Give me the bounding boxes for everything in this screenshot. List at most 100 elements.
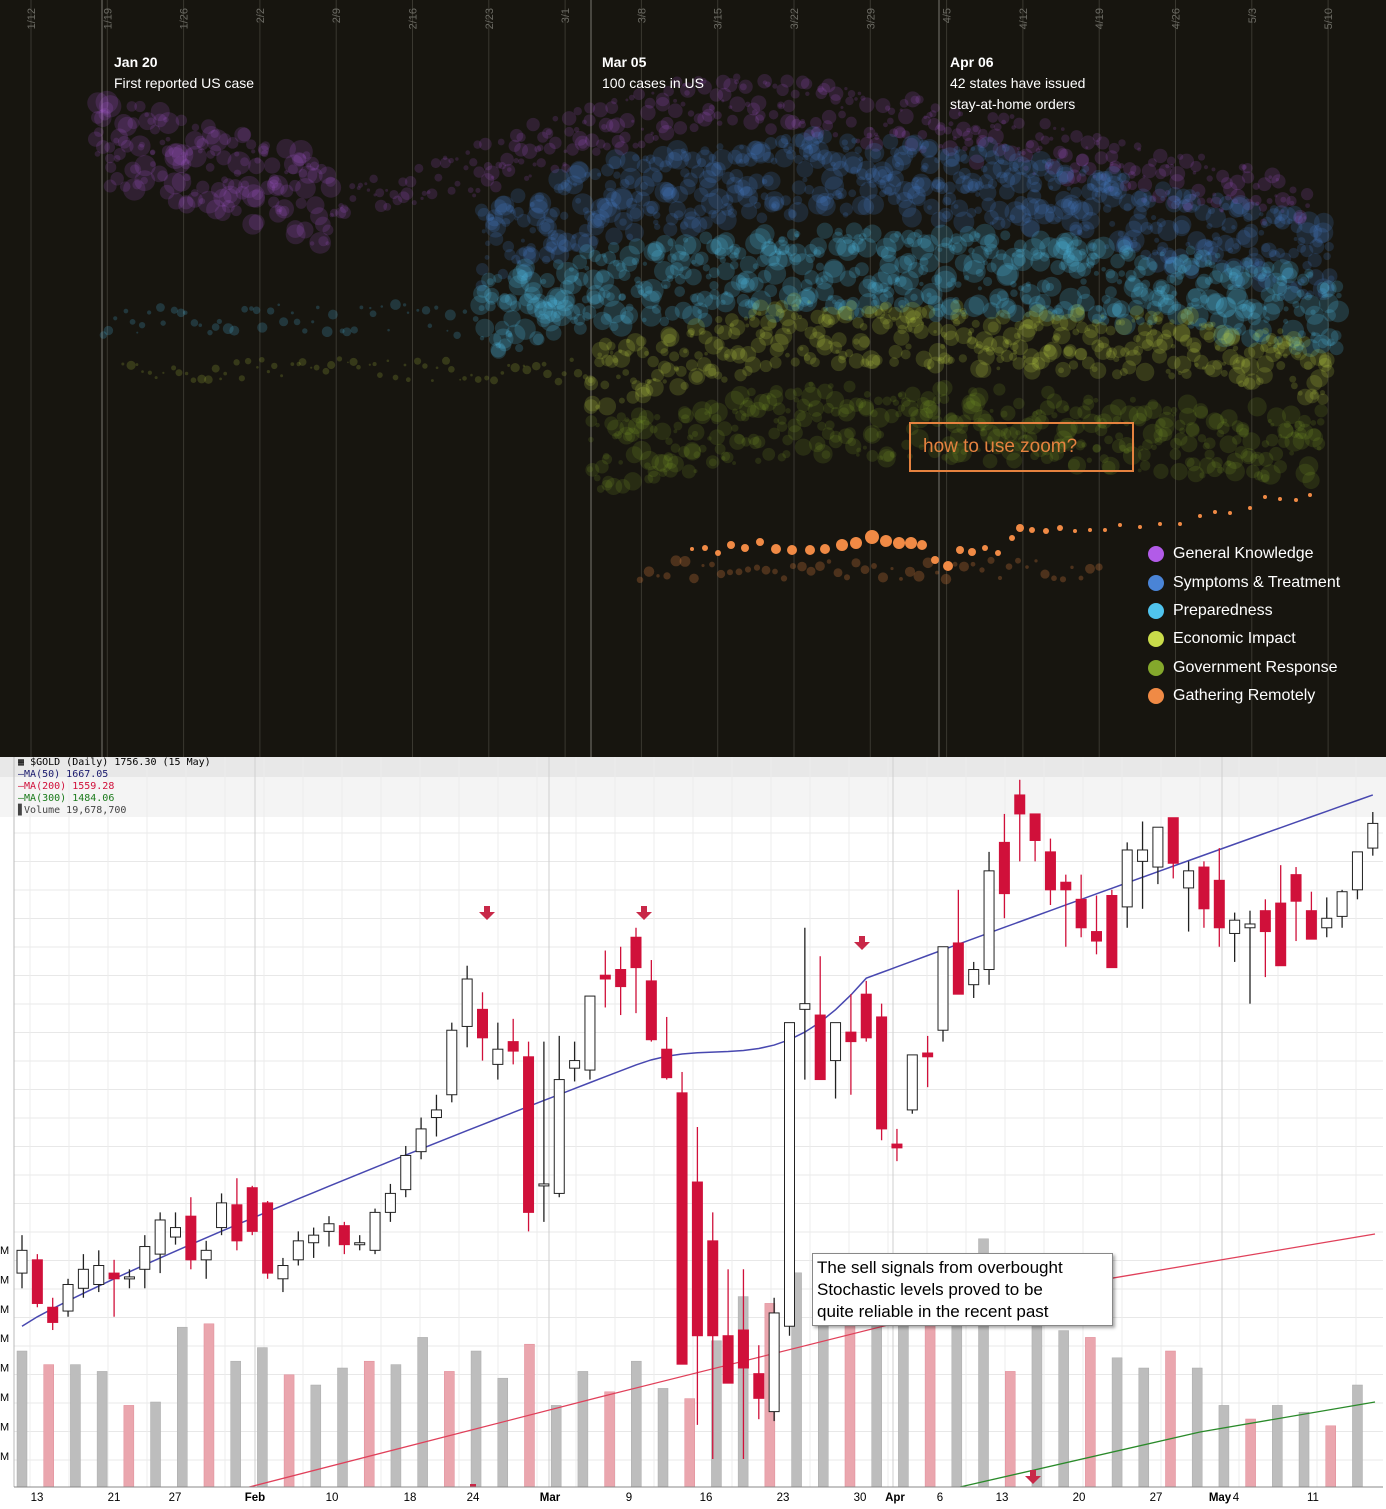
topic-bubble [1177, 153, 1184, 160]
topic-bubble [480, 173, 495, 187]
topic-bubble [800, 118, 806, 124]
topic-bubble [592, 147, 601, 156]
topic-bubble [1245, 264, 1258, 278]
topic-bubble [1231, 274, 1246, 289]
topic-bubble [1115, 237, 1134, 255]
topic-bubble [655, 341, 669, 354]
topic-bubble [1179, 334, 1193, 347]
topic-bubble [1110, 399, 1127, 416]
topic-bubble [1017, 324, 1035, 342]
legend-item-symptoms-treatment[interactable]: Symptoms & Treatment [1148, 568, 1340, 596]
topic-bubble [989, 123, 995, 129]
date-tick-label: 3/1 [560, 8, 572, 23]
topic-bubble [660, 348, 669, 357]
date-tick-label: 3/29 [865, 8, 877, 29]
gathering-remotely-bubble [952, 561, 958, 567]
topic-bubble [197, 190, 221, 214]
legend-item-preparedness[interactable]: Preparedness [1148, 597, 1340, 625]
topic-bubble [946, 443, 967, 464]
topic-bubble [523, 247, 540, 265]
topic-bubble [336, 356, 343, 362]
topic-bubble [1249, 257, 1260, 268]
topic-bubble [841, 139, 849, 146]
topic-bubble [1241, 358, 1251, 368]
topic-bubble [865, 177, 872, 184]
topic-bubble [694, 251, 709, 266]
topic-bubble [1255, 201, 1260, 206]
candle-body [108, 1272, 120, 1280]
topic-bubble [1174, 432, 1188, 446]
topic-bubble [994, 346, 1004, 357]
topic-bubble [824, 258, 843, 278]
topic-bubble [153, 113, 167, 128]
topic-bubble [780, 133, 792, 145]
topic-bubble [104, 142, 116, 153]
topic-bubble [622, 256, 638, 272]
topic-bubble [1239, 257, 1253, 270]
topic-bubble [498, 161, 506, 170]
topic-bubble [1244, 373, 1261, 390]
topic-bubble [987, 428, 1007, 448]
topic-bubble [1136, 405, 1153, 422]
gathering-remotely-bubble [904, 566, 916, 577]
topic-bubble [960, 309, 968, 317]
legend-item-general-knowledge[interactable]: General Knowledge [1148, 540, 1340, 568]
topic-bubble [1002, 143, 1008, 149]
topic-bubble [755, 329, 766, 339]
topic-bubble [802, 154, 809, 161]
topic-bubble [545, 241, 557, 253]
topic-bubble [711, 162, 726, 177]
topic-bubble [1123, 448, 1130, 455]
topic-bubble [1118, 163, 1125, 169]
topic-bubble [536, 313, 551, 328]
topic-bubble [1310, 331, 1316, 337]
legend-item-gathering-remotely[interactable]: Gathering Remotely [1148, 682, 1340, 710]
timeline-bubble-chart[interactable]: 1/12 1/19 1/26 2/2 2/9 2/16 2/23 3/1 3/8 3/15 3/22… [0, 0, 1386, 757]
topic-bubble [962, 130, 973, 142]
topic-bubble [606, 341, 616, 351]
topic-bubble [729, 260, 739, 270]
topic-bubble [632, 154, 640, 162]
topic-bubble [681, 464, 696, 479]
topic-bubble [631, 257, 640, 266]
topic-bubble [704, 294, 720, 311]
topic-bubble [171, 365, 177, 371]
topic-bubble [430, 379, 434, 383]
topic-bubble [937, 356, 945, 365]
topic-bubble [1083, 394, 1094, 405]
topic-bubble [488, 333, 502, 346]
legend-label: Gathering Remotely [1173, 687, 1316, 705]
topic-bubble [1175, 188, 1192, 205]
topic-bubble [1028, 301, 1044, 318]
topic-bubble [693, 113, 704, 124]
topic-bubble [1306, 313, 1330, 337]
topic-bubble [1076, 321, 1088, 334]
topic-bubble [1264, 167, 1281, 184]
topic-bubble [586, 284, 606, 304]
topic-bubble [1108, 163, 1120, 175]
topic-bubble [630, 407, 648, 424]
topic-bubble [280, 184, 294, 198]
topic-bubble [687, 424, 705, 441]
legend-item-government-response[interactable]: Government Response [1148, 654, 1340, 682]
topic-bubble [206, 199, 227, 220]
topic-bubble [653, 261, 675, 282]
topic-bubble [1314, 404, 1328, 418]
topic-bubble [733, 247, 747, 260]
gathering-remotely-bubble [1073, 529, 1077, 533]
topic-bubble [837, 239, 859, 261]
topic-bubble [1288, 247, 1299, 259]
topic-bubble [138, 112, 157, 131]
topic-bubble [1178, 407, 1197, 426]
topic-bubble [828, 383, 834, 389]
topic-bubble [778, 244, 790, 256]
legend-item-economic-impact[interactable]: Economic Impact [1148, 625, 1340, 653]
topic-bubble [1128, 213, 1149, 233]
topic-bubble [497, 268, 509, 280]
topic-bubble [1134, 188, 1152, 207]
how-to-zoom-button[interactable]: how to use zoom? [909, 422, 1134, 472]
topic-bubble [879, 254, 900, 275]
x-axis-label: 10 [326, 1492, 339, 1504]
x-axis-label: Mar [540, 1492, 561, 1504]
